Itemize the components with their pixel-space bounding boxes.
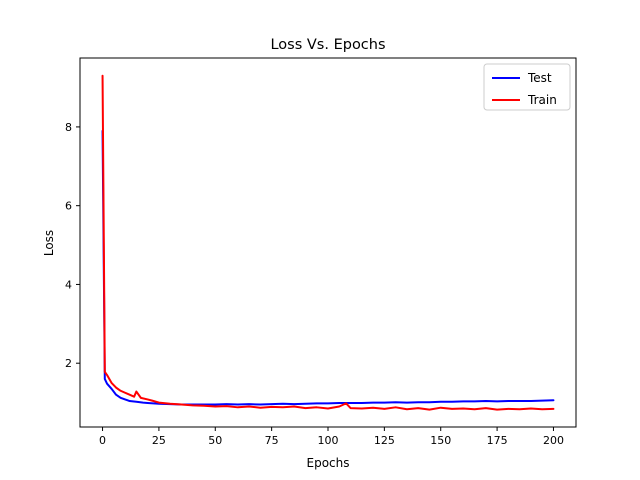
- legend-label-test: Test: [527, 71, 552, 85]
- legend-label-train: Train: [527, 93, 557, 107]
- legend-box: [483, 63, 571, 111]
- y-tick-label: 4: [65, 278, 72, 291]
- x-tick-label: 200: [543, 434, 564, 447]
- chart-title: Loss Vs. Epochs: [270, 37, 385, 53]
- legend: Test Train: [483, 63, 571, 111]
- x-tick-label: 0: [99, 434, 106, 447]
- y-axis-label: Loss: [42, 230, 56, 256]
- x-tick-label: 150: [430, 434, 451, 447]
- series-line-train: [101, 74, 555, 411]
- x-tick-label: 50: [208, 434, 222, 447]
- y-axis: 2 4 6 8: [65, 121, 80, 370]
- plot-area: [101, 74, 555, 411]
- y-tick-label: 8: [65, 121, 72, 134]
- x-tick-label: 175: [487, 434, 508, 447]
- x-tick-label: 125: [374, 434, 395, 447]
- x-axis: 0 25 50 75 100 125 150 175 200: [99, 427, 564, 447]
- y-tick-label: 6: [65, 200, 72, 213]
- x-axis-label: Epochs: [307, 456, 350, 470]
- x-tick-label: 75: [265, 434, 279, 447]
- series-line-test: [101, 129, 555, 406]
- x-tick-label: 25: [152, 434, 166, 447]
- x-tick-label: 100: [318, 434, 339, 447]
- y-tick-label: 2: [65, 357, 72, 370]
